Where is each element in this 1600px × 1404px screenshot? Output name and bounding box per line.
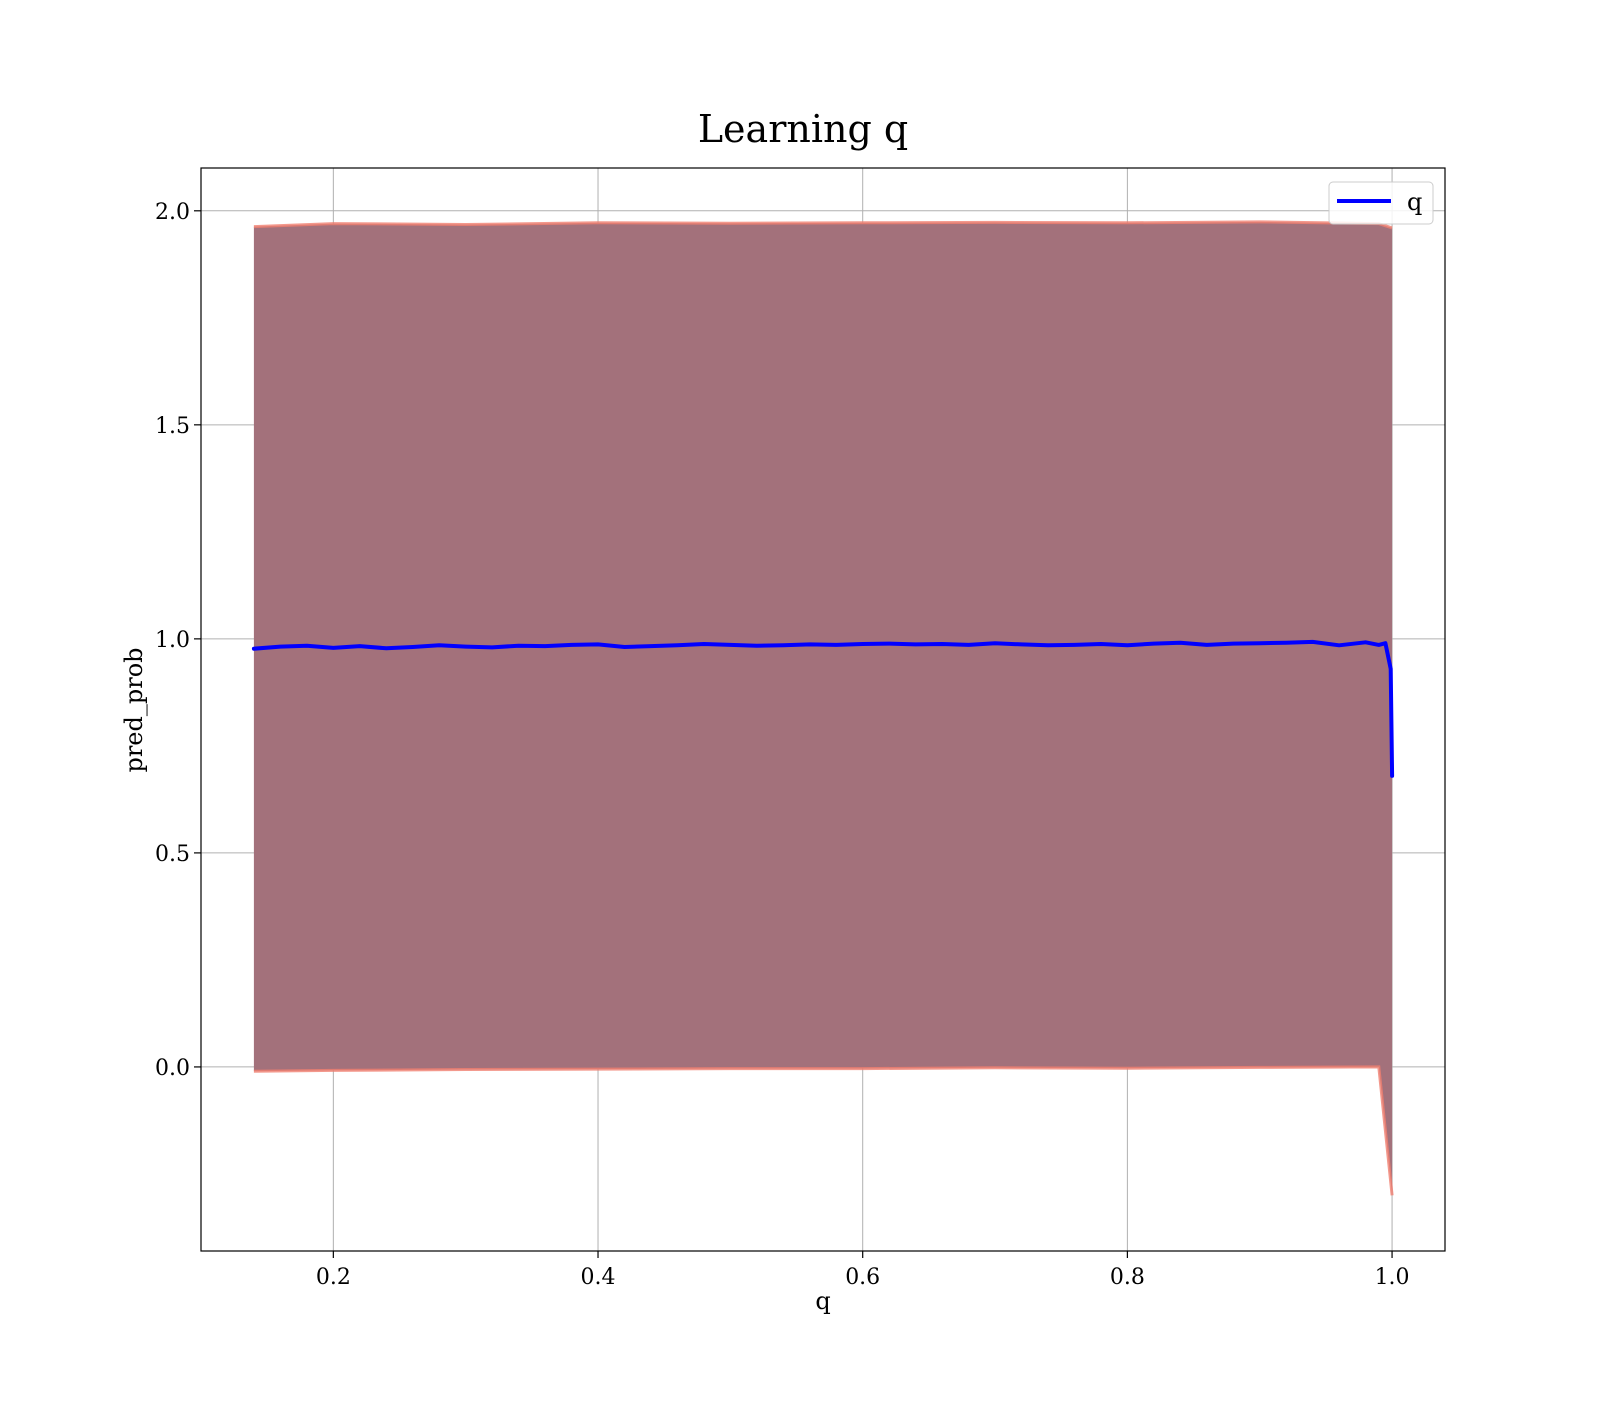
- x-tick-label: 0.6: [845, 1265, 880, 1290]
- legend: q: [1328, 181, 1434, 225]
- y-axis-label: pred_prob: [120, 647, 148, 772]
- legend-label-q: q: [1407, 188, 1422, 216]
- band-upper-edge: [253, 220, 1393, 230]
- confidence-band-layer: [253, 220, 1394, 1196]
- x-tick-label: 0.4: [581, 1265, 616, 1290]
- band-lower-edge: [253, 1065, 1394, 1196]
- series-line-q: [251, 639, 1395, 778]
- confidence-band: [253, 221, 1393, 1196]
- y-tick-label: 0.0: [155, 1056, 190, 1081]
- chart-title: Learning q: [698, 107, 908, 151]
- y-tick-label: 1.5: [155, 414, 190, 439]
- x-tick-label: 1.0: [1375, 1265, 1410, 1290]
- y-tick-label: 2.0: [155, 200, 190, 225]
- x-axis-label: q: [815, 1287, 830, 1315]
- plot-frame: [200, 167, 1446, 1252]
- x-tick-label: 0.8: [1110, 1265, 1145, 1290]
- y-tick-label: 1.0: [155, 628, 190, 653]
- tick-layer: 0.2 0.4 0.6 0.8 1.0 0.0 0.5 1.0 1.5 2.0: [155, 200, 1410, 1290]
- x-tick-label: 0.2: [316, 1265, 351, 1290]
- y-tick-label: 0.5: [155, 842, 190, 867]
- series-layer: [251, 639, 1395, 778]
